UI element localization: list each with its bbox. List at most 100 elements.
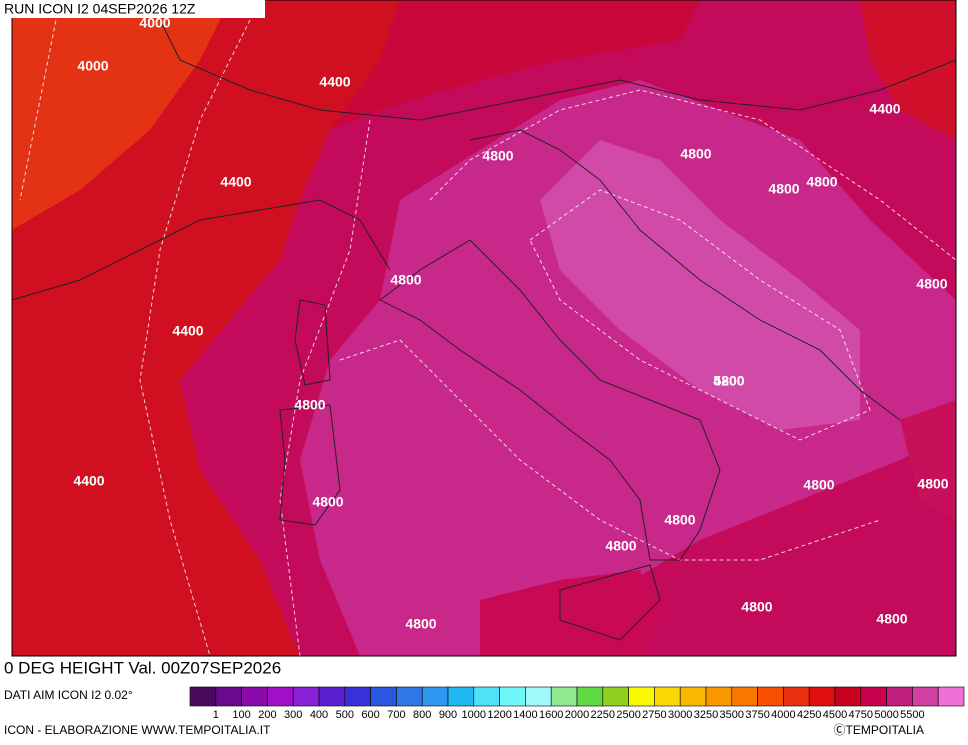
colorbar-label: 500 — [336, 709, 354, 721]
colorbar-swatch — [705, 686, 733, 707]
colorbar-swatch — [654, 686, 681, 707]
colorbar-label: 2750 — [642, 709, 666, 721]
colorbar-label: 200 — [258, 709, 276, 721]
contour-label: 4800 — [876, 611, 907, 627]
colorbar-label: 3000 — [668, 709, 692, 721]
colorbar-swatch — [473, 686, 500, 707]
contour-label: 4800 — [713, 373, 744, 389]
map-title: 0 DEG HEIGHT Val. 00Z07SEP2026 — [4, 658, 281, 677]
region-adriatic — [540, 140, 860, 430]
colorbar-swatch — [576, 686, 604, 707]
contour-label: 4800 — [605, 538, 636, 554]
colorbar-swatch — [525, 686, 552, 707]
colorbar-label: 2250 — [591, 709, 615, 721]
coast-adriatic-east — [469, 129, 901, 421]
contour-label: 4800 — [916, 276, 947, 292]
colorbar-swatch — [757, 686, 784, 707]
colorbar-label: 600 — [361, 709, 379, 721]
contour-label: 4400 — [319, 74, 350, 90]
colorbar-swatch — [783, 686, 810, 707]
colorbar-label: 400 — [310, 709, 328, 721]
contour-label: 4400 — [172, 323, 203, 339]
colorbar-swatch — [370, 686, 397, 707]
colorbar-label: 4750 — [849, 709, 873, 721]
colorbar-label: 3500 — [720, 709, 744, 721]
colorbar-label: 5500 — [900, 709, 924, 721]
colorbar-swatch — [834, 686, 862, 707]
colorbar-swatch — [215, 686, 242, 707]
isoline — [429, 89, 956, 261]
region-italy — [300, 80, 956, 656]
region-northeast — [860, 0, 956, 140]
colorbar-swatch — [396, 686, 423, 707]
colorbar-swatch — [189, 686, 217, 707]
colorbar-swatch — [421, 686, 449, 707]
colorbar: 1 100 200 300 400 500 600 700 800 900 1000 1200 1400… — [189, 686, 965, 721]
footer-left: ICON - ELABORAZIONE WWW.TEMPOITALIA.IT — [4, 723, 271, 737]
colorbar-label: 4000 — [771, 709, 795, 721]
contour-label: 4800 — [917, 476, 948, 492]
map-frame — [11, 0, 957, 657]
region-alps — [330, 0, 700, 130]
colorbar-swatch — [679, 686, 707, 707]
contour-label: 4800 — [680, 146, 711, 162]
footer-right: ⒸTEMPOITALIA — [834, 723, 924, 737]
colorbar-label: 3250 — [694, 709, 718, 721]
legend-source: DATI AIM ICON I2 0.02° — [4, 688, 133, 702]
colorbar-swatch — [267, 686, 294, 707]
colorbar-swatch — [912, 686, 939, 707]
map: 4000 4000 4400 4400 4400 4400 4400 4800 4800 4800… — [12, 0, 956, 656]
isoline — [339, 339, 881, 561]
colorbar-label: 1000 — [462, 709, 486, 721]
isoline — [279, 119, 371, 656]
colorbar-swatch — [447, 686, 475, 707]
isoline — [139, 19, 251, 656]
contour-label: 4000 — [77, 58, 108, 74]
colorbar-swatch — [292, 686, 320, 707]
coast-corsica — [294, 299, 331, 386]
colorbar-label: 900 — [439, 709, 457, 721]
contour-label: 5200 — [713, 373, 744, 389]
title-box — [0, 657, 415, 683]
isoline — [19, 0, 61, 201]
colorbar-swatch — [860, 686, 887, 707]
colorbar-swatch — [344, 686, 371, 707]
colorbar-swatch — [808, 686, 836, 707]
colorbar-swatch — [602, 686, 629, 707]
colorbar-label: 2500 — [616, 709, 640, 721]
run-label: RUN ICON I2 04SEP2026 12Z — [4, 1, 196, 17]
colorbar-label: 300 — [284, 709, 302, 721]
region-east — [900, 400, 956, 520]
coast-sicily — [559, 564, 661, 641]
colorbar-swatch — [550, 686, 578, 707]
colorbar-swatch — [937, 686, 965, 707]
contour-label: 4800 — [741, 599, 772, 615]
colorbar-swatch — [318, 686, 346, 707]
colorbar-label: 1 — [213, 709, 219, 721]
isoline — [529, 189, 871, 441]
colorbar-label: 700 — [387, 709, 405, 721]
coast-france — [12, 199, 391, 301]
colorbar-label: 800 — [413, 709, 431, 721]
region-sicily — [480, 570, 660, 656]
contour-label: 4800 — [390, 272, 421, 288]
colorbar-label: 100 — [232, 709, 250, 721]
colorbar-label: 5000 — [874, 709, 898, 721]
colorbar-swatch — [499, 686, 526, 707]
colorbar-swatch — [886, 686, 913, 707]
contour-label: 4800 — [803, 477, 834, 493]
isolines — [19, 0, 956, 656]
colorbar-label: 1200 — [487, 709, 511, 721]
contour-label: 4400 — [73, 473, 104, 489]
colorbar-swatch — [628, 686, 655, 707]
contour-label: 4400 — [869, 101, 900, 117]
colorbar-label: 2000 — [565, 709, 589, 721]
header-box — [0, 0, 265, 18]
contour-label: 4800 — [768, 181, 799, 197]
contour-label: 4400 — [220, 174, 251, 190]
contour-label: 4800 — [482, 148, 513, 164]
contour-label: 4800 — [312, 494, 343, 510]
contour-label: 4800 — [294, 397, 325, 413]
